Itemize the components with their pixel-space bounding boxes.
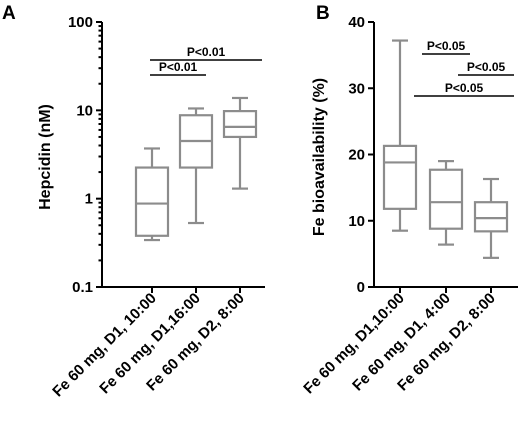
y-tick-label: 40 (348, 14, 365, 31)
y-tick-label: 30 (348, 80, 365, 97)
iqr-box (473, 201, 509, 233)
box-2 (428, 160, 464, 246)
panel-b-y-axis-title: Fe bioavailability (%) (311, 78, 328, 236)
panel-a-y-ticks: 0.1 1 10 100 (68, 14, 102, 296)
significance-label: P<0.05 (427, 39, 466, 53)
significance-label: P<0.01 (159, 60, 198, 74)
panel-a-y-axis-title: Hepcidin (nM) (37, 104, 54, 210)
y-tick-label: 0.1 (72, 279, 93, 296)
panel-a-boxes (134, 96, 258, 242)
box-1 (382, 39, 418, 232)
significance-label: P<0.01 (187, 45, 226, 59)
y-tick-label: 10 (76, 102, 93, 119)
panel-a-significance: P<0.01P<0.01 (150, 45, 262, 76)
panel-b: B Fe bioavailability (%) 0 10 20 30 40 P<0.0… (300, 3, 518, 397)
iqr-box (222, 110, 258, 139)
box-1 (134, 147, 170, 242)
panel-b-x-ticks (399, 287, 492, 293)
y-tick-label: 100 (68, 14, 93, 31)
significance-label: P<0.05 (467, 60, 506, 74)
iqr-box (134, 166, 170, 237)
box-3 (473, 177, 509, 259)
iqr-box (382, 144, 418, 210)
panel-b-y-ticks: 0 10 20 30 40 (348, 14, 374, 296)
panel-b-letter: B (316, 3, 330, 24)
significance-label: P<0.05 (445, 81, 484, 95)
panel-a-x-ticks (151, 287, 241, 293)
box-3 (222, 96, 258, 190)
y-tick-label: 0 (357, 279, 365, 296)
box-2 (178, 107, 214, 225)
y-tick-label: 10 (348, 213, 365, 230)
panel-b-boxes (382, 39, 509, 259)
panel-a-letter: A (2, 3, 16, 24)
panel-a: A Hepcidin (nM) 0.1 1 10 100 P<0.01P<0.01 F… (2, 3, 265, 400)
y-tick-label: 1 (85, 191, 93, 208)
iqr-box (428, 168, 464, 230)
y-tick-label: 20 (348, 147, 365, 164)
panel-b-significance: P<0.05P<0.05P<0.05 (414, 39, 514, 97)
